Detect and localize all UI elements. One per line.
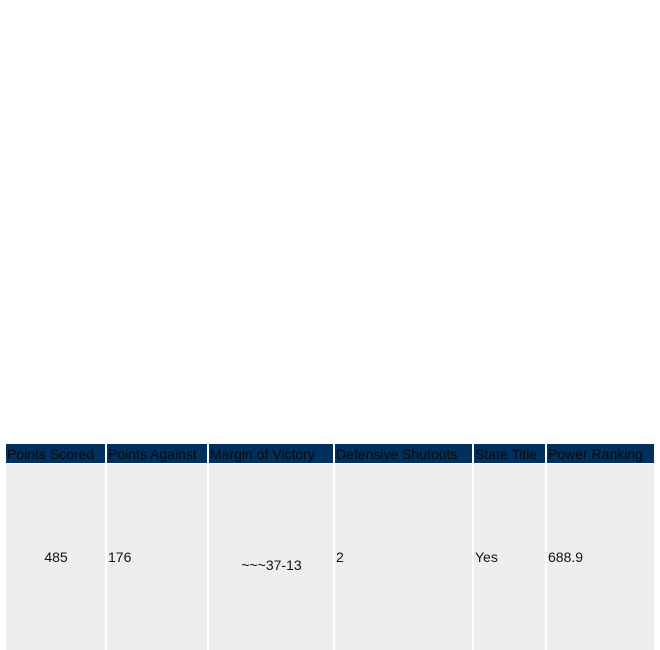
header-row: Points Scored Points Against Margin of V… [6,444,654,464]
header-cell: Power Ranking [546,444,654,464]
data-cell: 485 [6,464,106,650]
data-cell: Yes [473,464,546,650]
data-row: 485 176 ~~~37-13 2 Yes 688.9 [6,464,654,650]
header-cell: Margin of Victory [208,444,334,464]
header-cell: Points Scored [6,444,106,464]
data-cell: 2 [334,464,473,650]
header-cell: Points Against [106,444,208,464]
stats-table-container: Points Scored Points Against Margin of V… [6,444,654,650]
header-cell: State Title [473,444,546,464]
data-cell: 688.9 [546,464,654,650]
data-cell: 176 [106,464,208,650]
stats-table: Points Scored Points Against Margin of V… [6,444,654,650]
header-cell: Defensive Shutouts [334,444,473,464]
data-cell: ~~~37-13 [208,464,334,650]
